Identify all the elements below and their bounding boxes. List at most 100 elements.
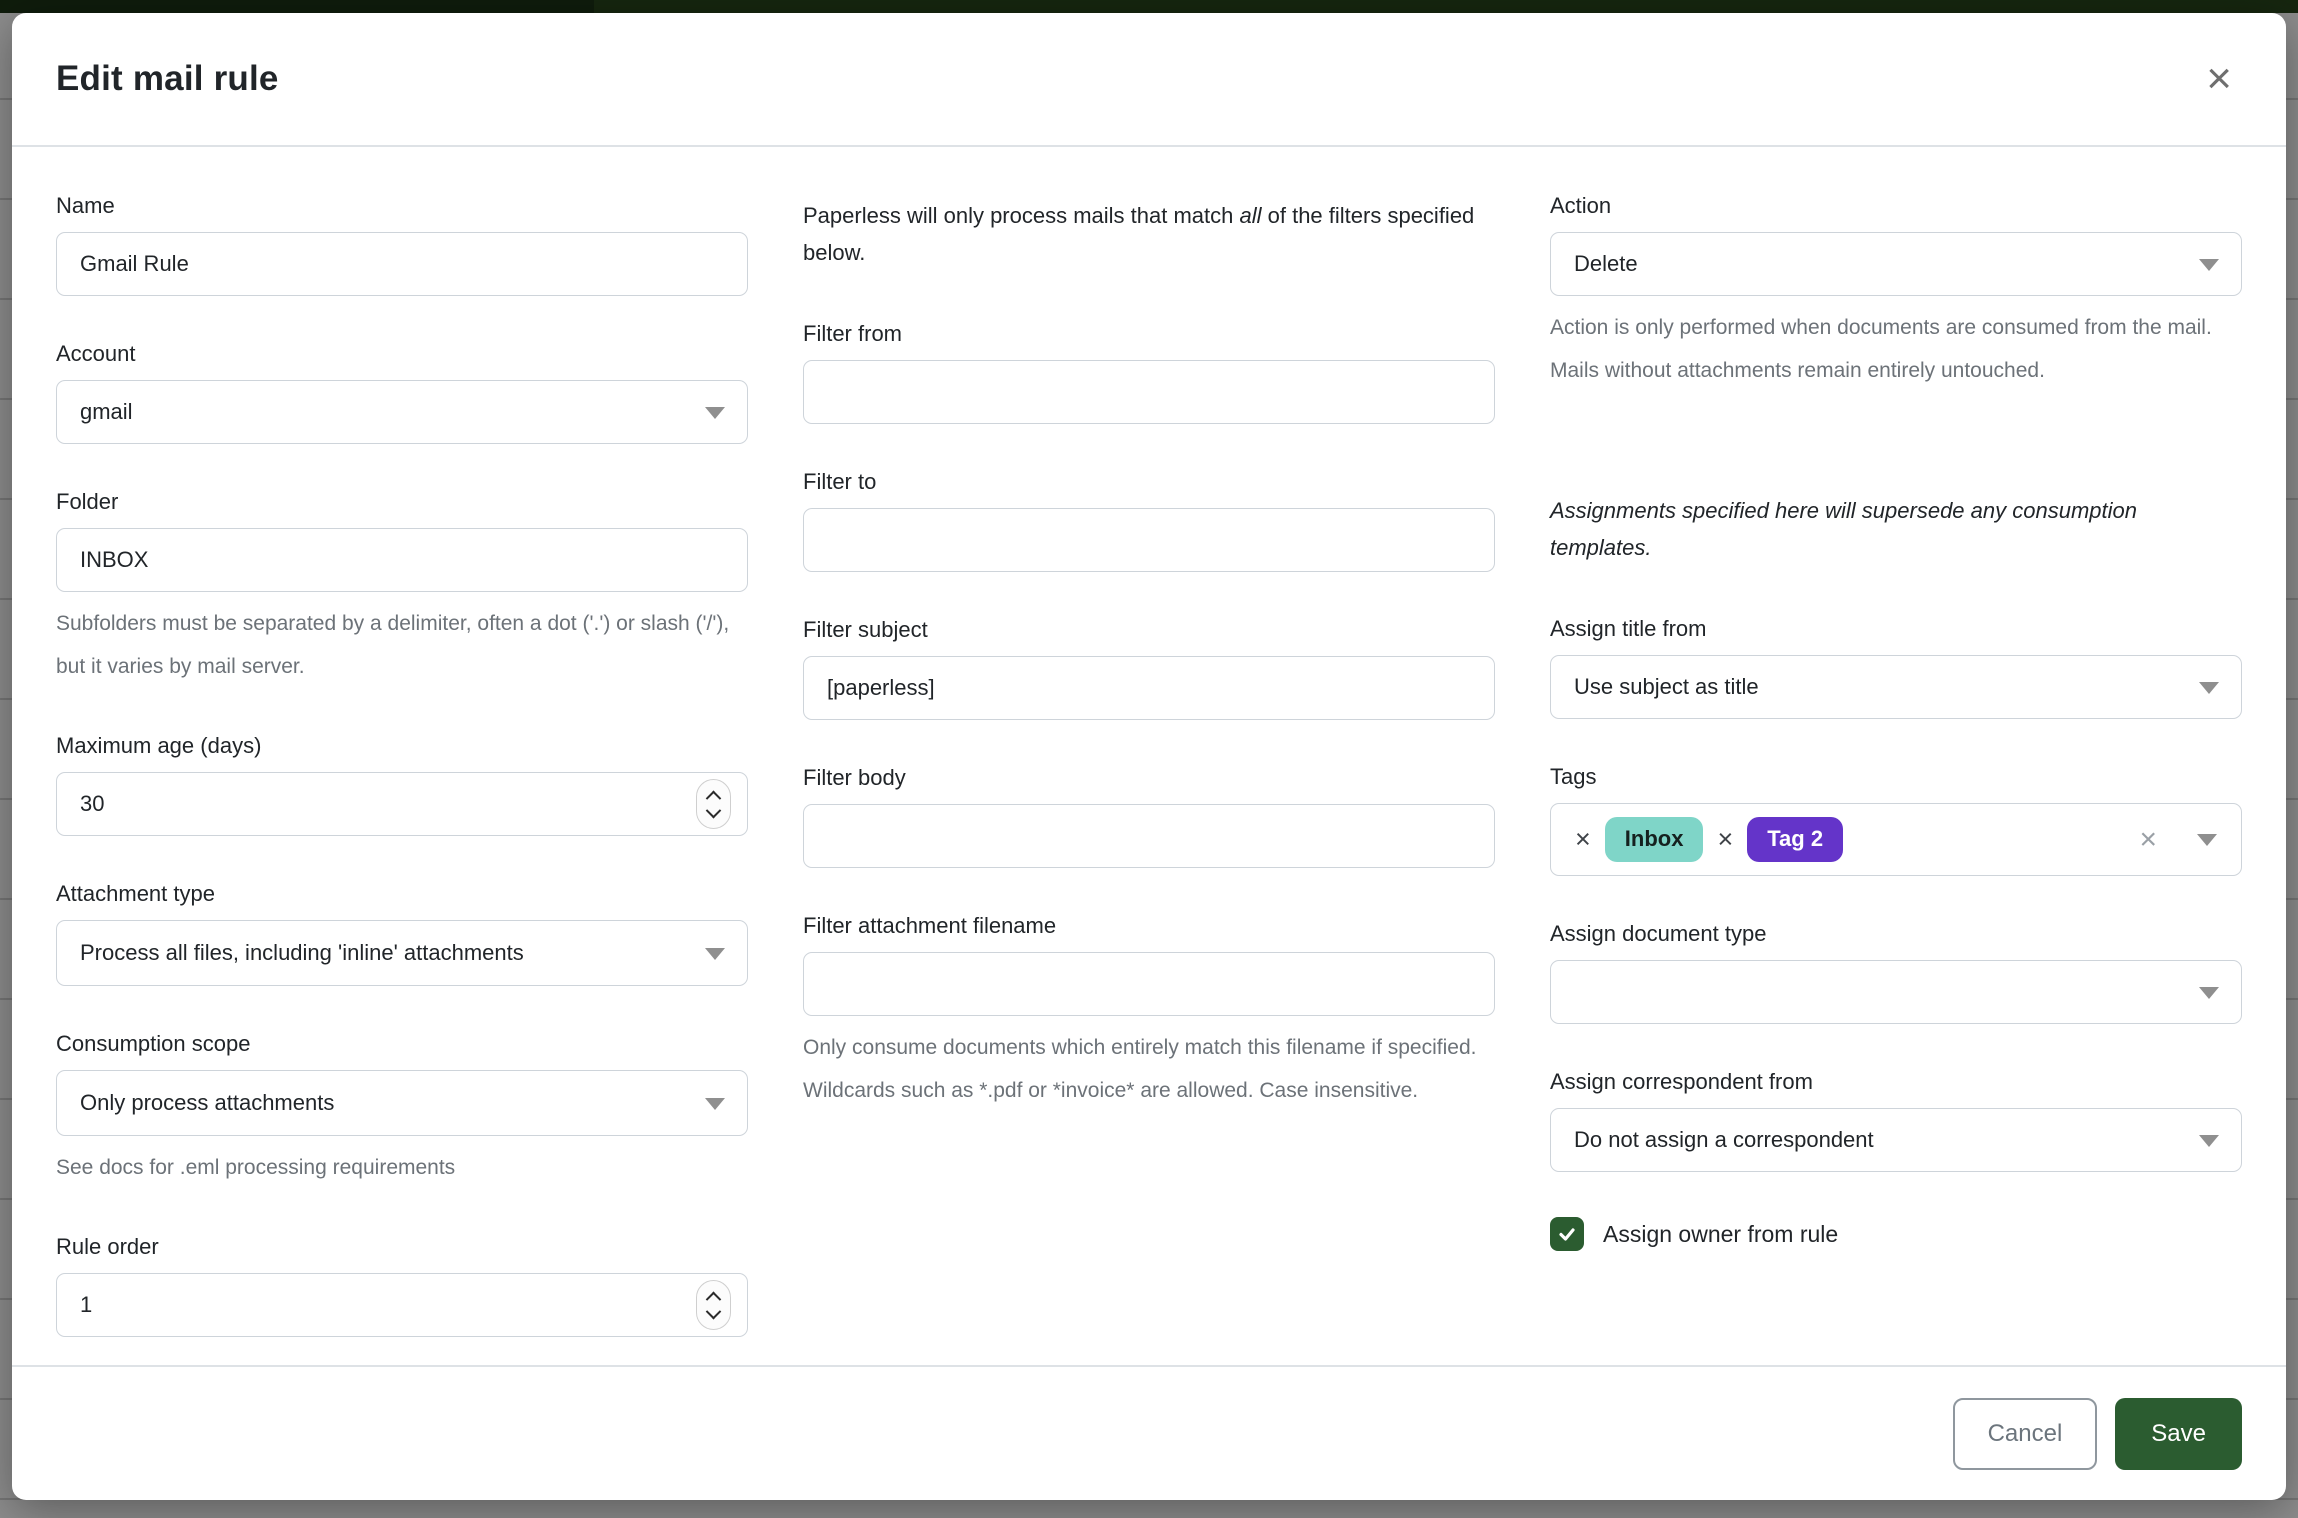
- action-help-text: Action is only performed when documents …: [1550, 316, 2212, 382]
- edit-mail-rule-dialog: Edit mail rule × Name Account gmail Fold…: [12, 13, 2286, 1500]
- assign-correspondent-from-selected-value: Do not assign a correspondent: [1574, 1127, 1874, 1152]
- filter-attachment-filename-help-text: Only consume documents which entirely ma…: [803, 1036, 1477, 1102]
- filters-intro-after: of the filters specified below.: [803, 203, 1475, 265]
- account-select[interactable]: gmail: [56, 380, 748, 444]
- chevron-down-icon: [705, 1098, 725, 1110]
- field-filter-to: Filter to: [803, 469, 1495, 572]
- assign-title-from-selected-value: Use subject as title: [1574, 674, 1759, 699]
- folder-label: Folder: [56, 489, 119, 514]
- consumption-scope-label: Consumption scope: [56, 1031, 251, 1056]
- rule-order-stepper[interactable]: [696, 1280, 731, 1330]
- stepper-down-icon[interactable]: [705, 1303, 722, 1319]
- rule-order-input[interactable]: [56, 1273, 748, 1337]
- maximum-age-input[interactable]: [56, 772, 748, 836]
- field-assign-title-from: Assign title from Use subject as title: [1550, 616, 2242, 719]
- consumption-scope-selected-value: Only process attachments: [80, 1090, 335, 1115]
- field-maximum-age: Maximum age (days): [56, 733, 748, 836]
- maximum-age-label: Maximum age (days): [56, 733, 262, 758]
- name-label: Name: [56, 193, 115, 218]
- assign-title-from-select[interactable]: Use subject as title: [1550, 655, 2242, 719]
- filter-attachment-filename-input[interactable]: [803, 952, 1495, 1016]
- attachment-type-label: Attachment type: [56, 881, 215, 906]
- filter-attachment-filename-label: Filter attachment filename: [803, 913, 1057, 938]
- chevron-down-icon: [2199, 987, 2219, 999]
- rule-order-label: Rule order: [56, 1234, 159, 1259]
- app-navbar-dimmed: [0, 0, 2298, 13]
- assign-correspondent-from-select[interactable]: Do not assign a correspondent: [1550, 1108, 2242, 1172]
- dialog-title: Edit mail rule: [56, 59, 279, 98]
- field-filter-attachment-filename: Filter attachment filename Only consume …: [803, 913, 1495, 1112]
- cancel-button[interactable]: Cancel: [1952, 1397, 2098, 1470]
- assignments-note: Assignments specified here will supersed…: [1550, 498, 2137, 560]
- chevron-down-icon: [705, 407, 725, 419]
- checkmark-icon: [1559, 1228, 1575, 1241]
- consumption-scope-select[interactable]: Only process attachments: [56, 1070, 748, 1136]
- assign-owner-checkbox[interactable]: [1550, 1217, 1584, 1251]
- assign-document-type-label: Assign document type: [1550, 921, 1767, 946]
- field-attachment-type: Attachment type Process all files, inclu…: [56, 881, 748, 986]
- maximum-age-stepper[interactable]: [696, 779, 731, 829]
- action-label: Action: [1550, 193, 1612, 218]
- field-assign-owner: Assign owner from rule: [1550, 1217, 2242, 1251]
- field-account: Account gmail: [56, 341, 748, 444]
- assign-title-from-label: Assign title from: [1550, 616, 1707, 641]
- save-button[interactable]: Save: [2115, 1397, 2242, 1470]
- chevron-down-icon: [2199, 682, 2219, 694]
- tags-label: Tags: [1550, 764, 1597, 789]
- filter-from-label: Filter from: [803, 321, 902, 346]
- dialog-header: Edit mail rule ×: [12, 13, 2286, 147]
- attachment-type-selected-value: Process all files, including 'inline' at…: [80, 940, 524, 965]
- assign-correspondent-from-label: Assign correspondent from: [1550, 1069, 1813, 1094]
- dialog-body: Name Account gmail Folder Subfolders mus…: [12, 147, 2286, 1365]
- filter-subject-label: Filter subject: [803, 617, 928, 642]
- close-icon[interactable]: ×: [2196, 53, 2242, 105]
- chevron-down-icon: [2199, 259, 2219, 271]
- filter-from-input[interactable]: [803, 360, 1495, 424]
- folder-input[interactable]: [56, 528, 748, 592]
- remove-tag-icon[interactable]: ×: [1575, 824, 1591, 854]
- field-filter-from: Filter from: [803, 321, 1495, 424]
- chevron-down-icon: [2197, 833, 2217, 846]
- filter-body-label: Filter body: [803, 765, 906, 790]
- action-selected-value: Delete: [1574, 251, 1638, 276]
- field-assign-correspondent-from: Assign correspondent from Do not assign …: [1550, 1069, 2242, 1172]
- field-rule-order: Rule order: [56, 1234, 748, 1337]
- chevron-down-icon: [2199, 1135, 2219, 1147]
- field-action: Action Delete Action is only performed w…: [1550, 193, 2242, 392]
- field-assign-document-type: Assign document type: [1550, 921, 2242, 1024]
- column-filters: Paperless will only process mails that m…: [803, 193, 1495, 1365]
- attachment-type-select[interactable]: Process all files, including 'inline' at…: [56, 920, 748, 986]
- column-general: Name Account gmail Folder Subfolders mus…: [56, 193, 748, 1365]
- field-folder: Folder Subfolders must be separated by a…: [56, 489, 748, 688]
- remove-tag-icon[interactable]: ×: [1717, 824, 1734, 854]
- filters-intro-italic: all: [1239, 203, 1262, 228]
- field-filter-body: Filter body: [803, 765, 1495, 868]
- clear-tags-icon[interactable]: ×: [2139, 822, 2157, 856]
- action-select[interactable]: Delete: [1550, 232, 2242, 296]
- field-filter-subject: Filter subject: [803, 617, 1495, 720]
- app-navbar-brand-area: [0, 0, 594, 13]
- tags-multiselect[interactable]: × Inbox × Tag 2 ×: [1550, 803, 2242, 876]
- assign-document-type-select[interactable]: [1550, 960, 2242, 1024]
- chevron-down-icon: [705, 948, 725, 960]
- field-name: Name: [56, 193, 748, 296]
- filter-body-input[interactable]: [803, 804, 1495, 868]
- column-actions: Action Delete Action is only performed w…: [1550, 193, 2242, 1365]
- account-label: Account: [56, 341, 136, 366]
- tag-chip-tag2: Tag 2: [1747, 817, 1844, 862]
- stepper-down-icon[interactable]: [705, 802, 722, 818]
- filters-intro-text: Paperless will only process mails that m…: [803, 197, 1495, 271]
- name-input[interactable]: [56, 232, 748, 296]
- dialog-footer: Cancel Save: [12, 1365, 2286, 1500]
- consumption-scope-help-text: See docs for .eml processing requirement…: [56, 1156, 456, 1179]
- filters-intro-before: Paperless will only process mails that m…: [803, 203, 1240, 228]
- filter-to-input[interactable]: [803, 508, 1495, 572]
- assign-owner-label[interactable]: Assign owner from rule: [1603, 1220, 1839, 1247]
- account-selected-value: gmail: [80, 399, 133, 424]
- field-tags: Tags × Inbox × Tag 2 ×: [1550, 764, 2242, 876]
- field-consumption-scope: Consumption scope Only process attachmen…: [56, 1031, 748, 1189]
- filter-to-label: Filter to: [803, 469, 877, 494]
- folder-help-text: Subfolders must be separated by a delimi…: [56, 612, 730, 678]
- tag-chip-inbox: Inbox: [1604, 817, 1704, 862]
- filter-subject-input[interactable]: [803, 656, 1495, 720]
